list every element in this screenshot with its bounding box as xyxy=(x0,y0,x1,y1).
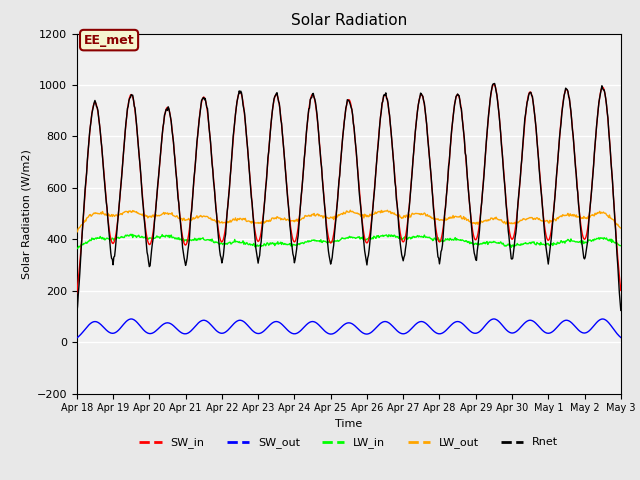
Title: Solar Radiation: Solar Radiation xyxy=(291,13,407,28)
X-axis label: Time: Time xyxy=(335,419,362,429)
Legend: SW_in, SW_out, LW_in, LW_out, Rnet: SW_in, SW_out, LW_in, LW_out, Rnet xyxy=(135,433,563,453)
Y-axis label: Solar Radiation (W/m2): Solar Radiation (W/m2) xyxy=(21,149,31,278)
Text: EE_met: EE_met xyxy=(84,34,134,47)
